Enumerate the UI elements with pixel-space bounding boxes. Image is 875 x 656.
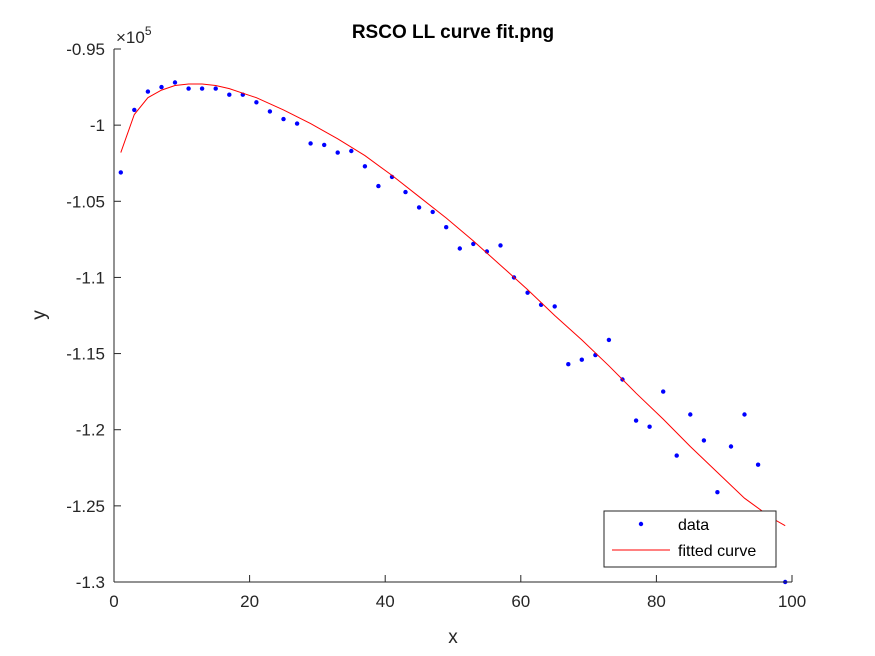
data-point	[199, 86, 205, 91]
data-point	[755, 462, 761, 467]
x-tick-label: 0	[109, 592, 118, 611]
legend-fit-label: fitted curve	[678, 543, 756, 560]
legend-data-marker	[638, 521, 644, 527]
data-point	[362, 164, 368, 169]
data-point	[322, 142, 327, 148]
data-point	[498, 243, 503, 248]
legend: data fitted curve	[603, 510, 777, 568]
data-point	[647, 424, 652, 429]
data-point	[579, 357, 584, 362]
data-point	[281, 116, 286, 122]
y-tick-label: -1.3	[76, 573, 105, 592]
y-tick-label: -0.95	[66, 40, 105, 59]
data-point	[742, 412, 747, 417]
data-point	[674, 453, 679, 458]
data-point	[308, 141, 313, 146]
data-point	[566, 362, 571, 367]
data-point	[457, 246, 462, 251]
data-point	[633, 418, 639, 423]
legend-box	[603, 510, 777, 568]
data-point	[552, 304, 557, 309]
axes-layer: 0 20 40 60 80 100 -0.95 -1 -1.05 -1.1 -1.15 -1.2 -1.…	[66, 40, 806, 611]
exponent-base: ×10	[116, 28, 145, 47]
data-point	[430, 209, 435, 215]
data-point	[335, 150, 340, 155]
data-point	[376, 183, 381, 189]
data-point	[159, 84, 164, 90]
y-axis-label: y	[29, 310, 50, 320]
chart-title: RSCO LL curve fit.png	[352, 22, 554, 43]
y-tick-label: -1	[90, 116, 105, 135]
data-point	[525, 290, 530, 295]
data-point	[349, 148, 354, 154]
data-point	[606, 337, 612, 343]
y-tick-label: -1.15	[66, 345, 105, 364]
data-point	[132, 107, 137, 113]
y-tick-label: -1.25	[66, 497, 105, 516]
plot-area	[114, 49, 792, 582]
x-tick-label: 100	[778, 592, 806, 611]
data-point	[172, 80, 178, 85]
data-point	[688, 412, 693, 417]
x-tick-label: 40	[376, 592, 395, 611]
data-point	[728, 444, 734, 449]
data-point	[538, 302, 544, 307]
y-tick-label: -1.1	[76, 268, 105, 287]
data-point	[227, 92, 232, 97]
x-axis-label: x	[448, 627, 458, 648]
fitted-curve-line	[120, 83, 786, 527]
data-point	[118, 170, 124, 175]
data-point	[294, 121, 300, 126]
legend-data-label: data	[678, 517, 709, 534]
data-point	[145, 89, 151, 94]
y-tick-label: -1.2	[76, 421, 105, 440]
x-tick-label: 60	[511, 592, 530, 611]
y-axis-exponent: ×105	[116, 24, 152, 47]
data-point	[403, 189, 408, 195]
x-tick-label: 20	[240, 592, 259, 611]
data-point	[444, 225, 449, 230]
data-point	[267, 109, 273, 114]
data-point	[254, 100, 259, 105]
data-point	[715, 490, 720, 495]
x-tick-label: 80	[647, 592, 666, 611]
y-tick-label: -1.05	[66, 192, 105, 211]
data-point	[186, 86, 191, 91]
data-point	[471, 241, 476, 247]
data-point	[701, 438, 707, 443]
data-point	[416, 205, 422, 210]
data-point	[661, 389, 666, 394]
exponent-power: 5	[145, 24, 152, 38]
data-point	[213, 86, 218, 91]
